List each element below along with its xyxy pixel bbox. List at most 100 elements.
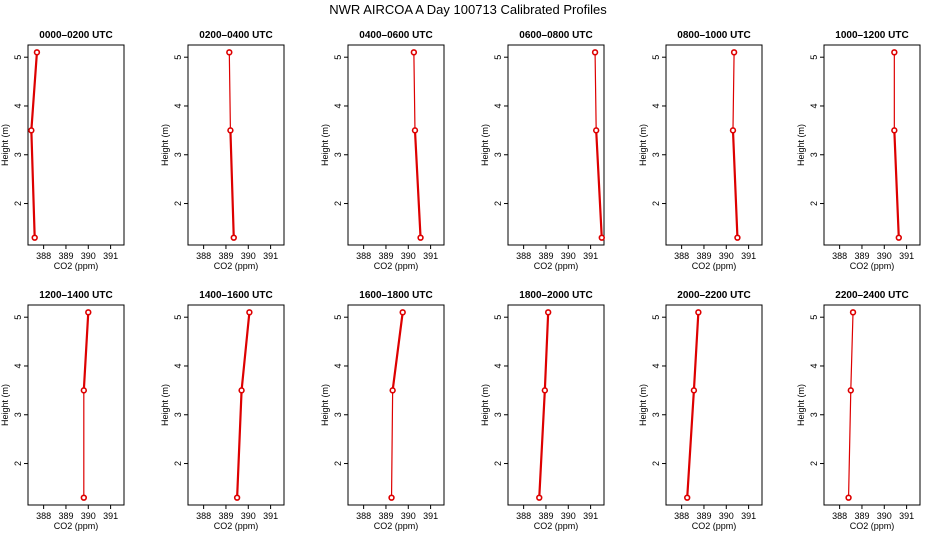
y-tick-label: 4	[333, 103, 343, 108]
x-tick-label: 391	[899, 251, 914, 261]
y-axis-label: Height (m)	[796, 124, 806, 166]
x-tick-label: 389	[218, 511, 233, 521]
chart-panel: 1200–1400 UTC 388 389 390 391 CO2 (ppm) 2 3 4 5 He…	[0, 290, 125, 531]
x-tick-label: 391	[423, 251, 438, 261]
data-point	[389, 387, 396, 394]
profile-segment	[413, 51, 416, 131]
data-point	[895, 234, 902, 241]
plot-frame	[347, 304, 445, 506]
x-axis-label: CO2 (ppm)	[214, 521, 259, 531]
x-axis-label: CO2 (ppm)	[692, 261, 737, 271]
y-axis-label: Height (m)	[0, 384, 10, 426]
x-axis-label: CO2 (ppm)	[534, 521, 579, 531]
x-tick-label: 391	[899, 511, 914, 521]
data-point	[684, 494, 691, 501]
y-tick-label: 5	[333, 55, 343, 60]
y-tick-label: 2	[651, 201, 661, 206]
y-tick-label: 2	[809, 461, 819, 466]
y-tick-label: 4	[333, 363, 343, 368]
x-axis-label: CO2 (ppm)	[54, 521, 99, 531]
y-tick-label: 3	[173, 412, 183, 417]
panel-title: 1600–1800 UTC	[359, 290, 432, 301]
data-point	[695, 309, 702, 316]
x-tick-label: 391	[423, 511, 438, 521]
y-tick-label: 5	[651, 55, 661, 60]
x-tick-label: 391	[583, 251, 598, 261]
panel-title: 0800–1000 UTC	[677, 30, 750, 41]
data-point	[226, 49, 233, 56]
data-point	[891, 49, 898, 56]
y-tick-label: 3	[651, 152, 661, 157]
profile-segment	[847, 389, 852, 499]
y-axis-label: Height (m)	[320, 124, 330, 166]
profile-segment	[893, 129, 900, 239]
y-axis-label: Height (m)	[480, 384, 490, 426]
profile-segment	[413, 129, 422, 239]
x-axis-label: CO2 (ppm)	[54, 261, 99, 271]
chart-panel: 1400–1600 UTC 388 389 390 391 CO2 (ppm) 2 3 4 5 He…	[160, 290, 285, 531]
chart-panel: 1600–1800 UTC 388 389 390 391 CO2 (ppm) 2 3 4 5 He…	[320, 290, 445, 531]
chart-panel: 1000–1200 UTC 388 389 390 391 CO2 (ppm) 2 3 4 5 He…	[796, 30, 921, 271]
x-tick-label: 390	[877, 251, 892, 261]
profile-segment	[30, 51, 39, 132]
profile-segment	[731, 129, 739, 239]
x-tick-label: 391	[583, 511, 598, 521]
y-tick-label: 5	[13, 315, 23, 320]
y-axis-label: Height (m)	[480, 124, 490, 166]
data-point	[598, 234, 605, 241]
data-point	[734, 234, 741, 241]
x-tick-label: 390	[401, 251, 416, 261]
x-tick-label: 388	[356, 251, 371, 261]
chart-panel: 0400–0600 UTC 388 389 390 391 CO2 (ppm) 2 3 4 5 He…	[320, 30, 445, 271]
x-tick-label: 390	[877, 511, 892, 521]
panel-title: 0600–0800 UTC	[519, 30, 592, 41]
plot-frame	[665, 44, 763, 246]
x-tick-label: 390	[241, 251, 256, 261]
y-axis-label: Height (m)	[160, 384, 170, 426]
y-tick-label: 5	[173, 315, 183, 320]
main-title: NWR AIRCOA A Day 100713 Calibrated Profi…	[329, 2, 607, 17]
y-tick-label: 4	[651, 103, 661, 108]
data-point	[410, 49, 418, 56]
data-point	[80, 387, 88, 394]
y-tick-label: 4	[13, 363, 23, 368]
data-point	[690, 387, 698, 394]
data-point	[536, 494, 543, 501]
x-tick-label: 389	[538, 511, 553, 521]
data-point	[591, 49, 599, 56]
y-tick-label: 4	[13, 103, 23, 108]
data-point	[33, 49, 41, 56]
data-point	[85, 309, 92, 316]
x-tick-label: 388	[832, 511, 847, 521]
x-tick-label: 389	[854, 511, 869, 521]
panel-title: 2000–2200 UTC	[677, 290, 750, 301]
profile-segment	[229, 129, 235, 239]
x-tick-label: 389	[58, 511, 73, 521]
x-tick-label: 391	[741, 251, 756, 261]
x-tick-label: 388	[196, 511, 211, 521]
plot-frame	[27, 304, 125, 506]
x-tick-label: 389	[58, 251, 73, 261]
x-tick-label: 388	[36, 511, 51, 521]
chart-panel: 2200–2400 UTC 388 389 390 391 CO2 (ppm) 2 3 4 5 He…	[796, 290, 921, 531]
data-point	[28, 127, 35, 134]
y-tick-label: 5	[173, 55, 183, 60]
x-axis-label: CO2 (ppm)	[374, 261, 419, 271]
panel-title: 1000–1200 UTC	[835, 30, 908, 41]
chart-panel: 1800–2000 UTC 388 389 390 391 CO2 (ppm) 2 3 4 5 He…	[480, 290, 605, 531]
y-tick-label: 2	[493, 461, 503, 466]
profile-segment	[543, 311, 550, 392]
y-tick-label: 3	[13, 412, 23, 417]
data-point	[544, 309, 552, 316]
data-point	[891, 127, 898, 134]
x-tick-label: 389	[696, 511, 711, 521]
y-tick-label: 3	[333, 412, 343, 417]
data-point	[238, 387, 245, 394]
data-point	[31, 234, 38, 241]
y-tick-label: 2	[651, 461, 661, 466]
panel-title: 1800–2000 UTC	[519, 290, 592, 301]
data-point	[849, 309, 857, 316]
plot-frame	[347, 44, 445, 246]
y-tick-label: 5	[493, 55, 503, 60]
